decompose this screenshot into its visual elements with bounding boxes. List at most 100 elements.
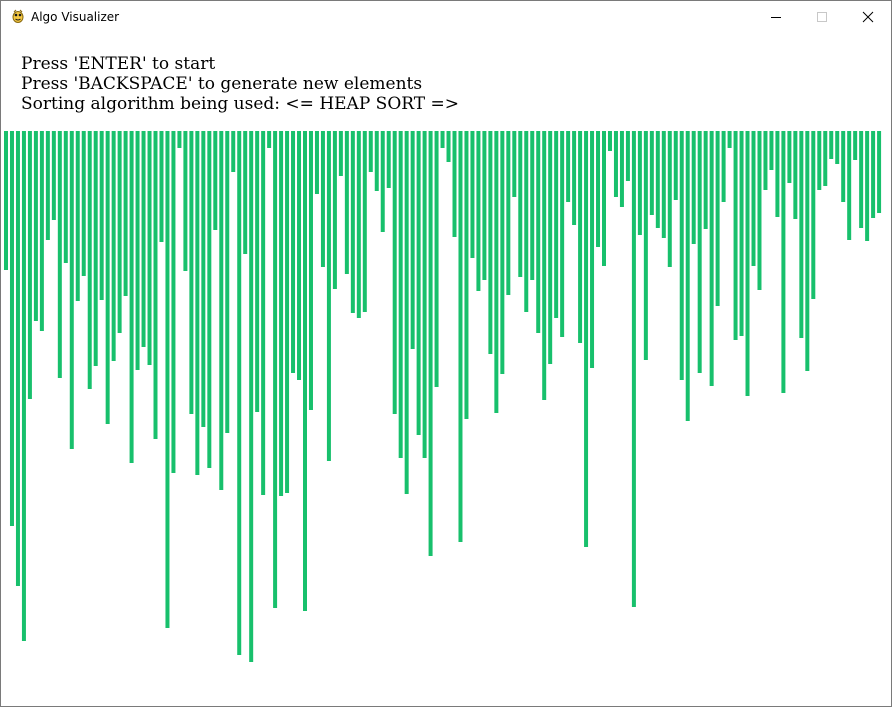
array-bar	[99, 131, 104, 300]
array-bar	[877, 131, 882, 213]
window-title: Algo Visualizer	[31, 10, 120, 24]
array-bar	[572, 131, 577, 225]
array-bar	[596, 131, 601, 247]
array-bar	[763, 131, 768, 190]
array-bar	[715, 131, 720, 306]
array-bar	[775, 131, 780, 217]
array-bar	[105, 131, 110, 424]
array-bar	[865, 131, 870, 241]
array-bar	[434, 131, 439, 387]
array-bar	[51, 131, 56, 220]
array-bar	[39, 131, 44, 331]
array-bar	[727, 131, 732, 148]
array-bar	[637, 131, 642, 235]
array-bar	[171, 131, 176, 473]
pygame-snake-icon	[10, 8, 26, 24]
array-bar	[452, 131, 457, 237]
array-bar	[703, 131, 708, 229]
bar-chart	[4, 131, 882, 662]
array-bar	[261, 131, 266, 495]
array-bar	[338, 131, 343, 176]
array-bar	[548, 131, 553, 364]
maximize-icon	[817, 11, 827, 22]
array-bar	[512, 131, 517, 197]
array-bar	[320, 131, 325, 267]
array-bar	[823, 131, 828, 186]
array-bar	[769, 131, 774, 170]
array-bar	[721, 131, 726, 202]
array-bar	[81, 131, 86, 276]
array-bar	[697, 131, 702, 373]
close-icon	[862, 11, 874, 22]
array-bar	[649, 131, 654, 215]
array-bar	[464, 131, 469, 419]
regenerate-instruction: Press 'BACKSPACE' to generate new elemen…	[21, 74, 423, 94]
array-bar	[332, 131, 337, 289]
title-bar[interactable]: Algo Visualizer	[1, 1, 891, 32]
array-bar	[673, 131, 678, 200]
array-bar	[201, 131, 206, 427]
array-bar	[811, 131, 816, 299]
array-bar	[153, 131, 158, 439]
array-bar	[285, 131, 290, 493]
array-bar	[482, 131, 487, 280]
array-bar	[488, 131, 493, 354]
array-bar	[135, 131, 140, 370]
array-bar	[33, 131, 38, 321]
maximize-button[interactable]	[799, 1, 845, 32]
array-bar	[314, 131, 319, 194]
array-bar	[667, 131, 672, 267]
array-bar	[554, 131, 559, 318]
array-bar	[566, 131, 571, 202]
array-bar	[267, 131, 272, 148]
array-bar	[9, 131, 14, 526]
array-bar	[530, 131, 535, 280]
array-bar	[326, 131, 331, 461]
array-bar	[189, 131, 194, 414]
array-bar	[273, 131, 278, 608]
array-bar	[817, 131, 822, 190]
array-bar	[123, 131, 128, 296]
array-bar	[231, 131, 236, 172]
array-bar	[536, 131, 541, 333]
array-bar	[751, 131, 756, 266]
array-bar	[177, 131, 182, 148]
array-bar	[249, 131, 254, 662]
array-bar	[494, 131, 499, 413]
array-bar	[428, 131, 433, 556]
array-bar	[75, 131, 80, 301]
array-bar	[398, 131, 403, 458]
algorithm-label: Sorting algorithm being used: <= HEAP SO…	[21, 94, 459, 114]
array-bar	[57, 131, 62, 378]
visualizer-canvas[interactable]: Press 'ENTER' to start Press 'BACKSPACE'…	[1, 32, 891, 706]
array-bar	[643, 131, 648, 360]
array-bar	[542, 131, 547, 400]
minimize-button[interactable]	[753, 1, 799, 32]
array-bar	[303, 131, 307, 611]
array-bar	[685, 131, 690, 421]
array-bar	[93, 131, 98, 366]
start-instruction: Press 'ENTER' to start	[21, 54, 216, 74]
array-bar	[159, 131, 164, 242]
array-bar	[853, 131, 858, 160]
minimize-icon	[771, 16, 781, 18]
close-button[interactable]	[845, 1, 891, 32]
array-bar	[380, 131, 385, 232]
array-bar	[195, 131, 200, 475]
array-bar	[27, 131, 32, 399]
array-bar	[225, 131, 230, 433]
array-bar	[416, 131, 421, 435]
array-bar	[297, 131, 302, 380]
array-bar	[356, 131, 361, 318]
array-bar	[793, 131, 798, 219]
array-bar	[799, 131, 804, 338]
array-bar	[859, 131, 864, 228]
array-bar	[847, 131, 852, 240]
array-bar	[279, 131, 284, 496]
array-bar	[631, 131, 636, 607]
array-bar	[183, 131, 188, 271]
array-bar	[757, 131, 762, 290]
array-bar	[607, 131, 612, 151]
array-bar	[661, 131, 666, 238]
